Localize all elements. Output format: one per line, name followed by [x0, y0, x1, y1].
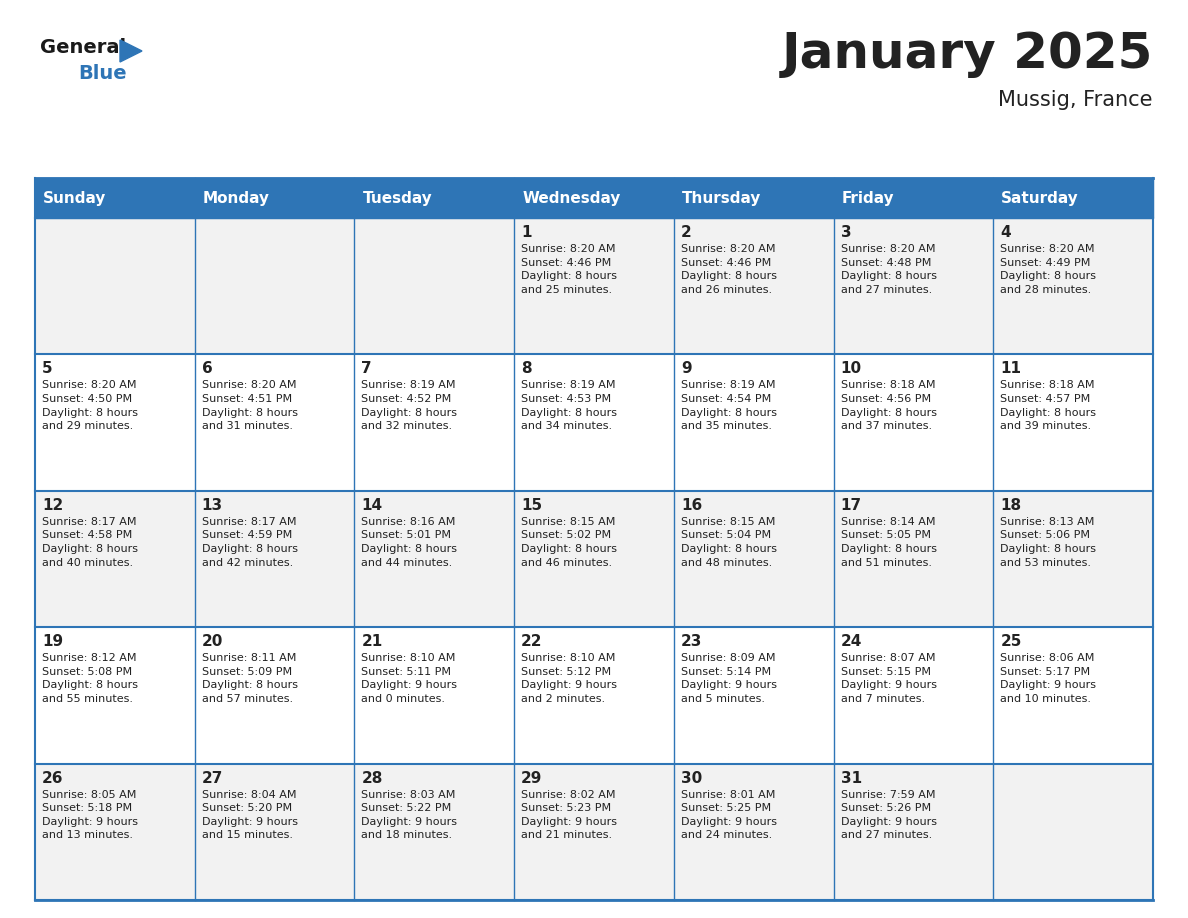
Text: Sunrise: 8:20 AM
Sunset: 4:49 PM
Daylight: 8 hours
and 28 minutes.: Sunrise: 8:20 AM Sunset: 4:49 PM Dayligh… — [1000, 244, 1097, 295]
Polygon shape — [120, 40, 143, 62]
Bar — [674, 178, 834, 218]
Text: 30: 30 — [681, 770, 702, 786]
Text: Sunrise: 8:13 AM
Sunset: 5:06 PM
Daylight: 8 hours
and 53 minutes.: Sunrise: 8:13 AM Sunset: 5:06 PM Dayligh… — [1000, 517, 1097, 567]
Bar — [34, 354, 1154, 491]
Text: 18: 18 — [1000, 498, 1022, 513]
Text: Sunrise: 8:07 AM
Sunset: 5:15 PM
Daylight: 9 hours
and 7 minutes.: Sunrise: 8:07 AM Sunset: 5:15 PM Dayligh… — [841, 654, 936, 704]
Text: 19: 19 — [42, 634, 63, 649]
Text: 16: 16 — [681, 498, 702, 513]
Text: Sunrise: 8:19 AM
Sunset: 4:54 PM
Daylight: 8 hours
and 35 minutes.: Sunrise: 8:19 AM Sunset: 4:54 PM Dayligh… — [681, 380, 777, 431]
Text: Sunrise: 8:09 AM
Sunset: 5:14 PM
Daylight: 9 hours
and 5 minutes.: Sunrise: 8:09 AM Sunset: 5:14 PM Dayligh… — [681, 654, 777, 704]
Text: 21: 21 — [361, 634, 383, 649]
Text: 27: 27 — [202, 770, 223, 786]
Text: 29: 29 — [522, 770, 543, 786]
Text: 6: 6 — [202, 362, 213, 376]
Text: 14: 14 — [361, 498, 383, 513]
Text: 24: 24 — [841, 634, 862, 649]
Text: Sunrise: 8:12 AM
Sunset: 5:08 PM
Daylight: 8 hours
and 55 minutes.: Sunrise: 8:12 AM Sunset: 5:08 PM Dayligh… — [42, 654, 138, 704]
Text: 9: 9 — [681, 362, 691, 376]
Text: Sunrise: 8:19 AM
Sunset: 4:52 PM
Daylight: 8 hours
and 32 minutes.: Sunrise: 8:19 AM Sunset: 4:52 PM Dayligh… — [361, 380, 457, 431]
Text: 31: 31 — [841, 770, 861, 786]
Text: Sunrise: 8:03 AM
Sunset: 5:22 PM
Daylight: 9 hours
and 18 minutes.: Sunrise: 8:03 AM Sunset: 5:22 PM Dayligh… — [361, 789, 457, 840]
Text: 4: 4 — [1000, 225, 1011, 240]
Bar — [834, 178, 993, 218]
Text: Sunrise: 7:59 AM
Sunset: 5:26 PM
Daylight: 9 hours
and 27 minutes.: Sunrise: 7:59 AM Sunset: 5:26 PM Dayligh… — [841, 789, 936, 840]
Text: Sunrise: 8:20 AM
Sunset: 4:46 PM
Daylight: 8 hours
and 25 minutes.: Sunrise: 8:20 AM Sunset: 4:46 PM Dayligh… — [522, 244, 617, 295]
Text: Sunrise: 8:05 AM
Sunset: 5:18 PM
Daylight: 9 hours
and 13 minutes.: Sunrise: 8:05 AM Sunset: 5:18 PM Dayligh… — [42, 789, 138, 840]
Text: Saturday: Saturday — [1001, 191, 1079, 206]
Text: Sunrise: 8:19 AM
Sunset: 4:53 PM
Daylight: 8 hours
and 34 minutes.: Sunrise: 8:19 AM Sunset: 4:53 PM Dayligh… — [522, 380, 617, 431]
Text: Sunrise: 8:10 AM
Sunset: 5:12 PM
Daylight: 9 hours
and 2 minutes.: Sunrise: 8:10 AM Sunset: 5:12 PM Dayligh… — [522, 654, 617, 704]
Bar — [195, 178, 354, 218]
Text: Sunrise: 8:14 AM
Sunset: 5:05 PM
Daylight: 8 hours
and 51 minutes.: Sunrise: 8:14 AM Sunset: 5:05 PM Dayligh… — [841, 517, 936, 567]
Text: Sunrise: 8:16 AM
Sunset: 5:01 PM
Daylight: 8 hours
and 44 minutes.: Sunrise: 8:16 AM Sunset: 5:01 PM Dayligh… — [361, 517, 457, 567]
Bar — [34, 764, 1154, 900]
Bar — [514, 178, 674, 218]
Text: 1: 1 — [522, 225, 532, 240]
Text: Sunrise: 8:02 AM
Sunset: 5:23 PM
Daylight: 9 hours
and 21 minutes.: Sunrise: 8:02 AM Sunset: 5:23 PM Dayligh… — [522, 789, 617, 840]
Text: 2: 2 — [681, 225, 691, 240]
Text: Sunrise: 8:20 AM
Sunset: 4:48 PM
Daylight: 8 hours
and 27 minutes.: Sunrise: 8:20 AM Sunset: 4:48 PM Dayligh… — [841, 244, 936, 295]
Text: 26: 26 — [42, 770, 63, 786]
Bar — [34, 218, 1154, 354]
Text: Sunrise: 8:01 AM
Sunset: 5:25 PM
Daylight: 9 hours
and 24 minutes.: Sunrise: 8:01 AM Sunset: 5:25 PM Dayligh… — [681, 789, 777, 840]
Text: Sunrise: 8:11 AM
Sunset: 5:09 PM
Daylight: 8 hours
and 57 minutes.: Sunrise: 8:11 AM Sunset: 5:09 PM Dayligh… — [202, 654, 298, 704]
Text: Sunrise: 8:06 AM
Sunset: 5:17 PM
Daylight: 9 hours
and 10 minutes.: Sunrise: 8:06 AM Sunset: 5:17 PM Dayligh… — [1000, 654, 1097, 704]
Text: Sunrise: 8:17 AM
Sunset: 4:59 PM
Daylight: 8 hours
and 42 minutes.: Sunrise: 8:17 AM Sunset: 4:59 PM Dayligh… — [202, 517, 298, 567]
Bar — [34, 627, 1154, 764]
Text: 22: 22 — [522, 634, 543, 649]
Text: Thursday: Thursday — [682, 191, 762, 206]
Text: Sunrise: 8:04 AM
Sunset: 5:20 PM
Daylight: 9 hours
and 15 minutes.: Sunrise: 8:04 AM Sunset: 5:20 PM Dayligh… — [202, 789, 298, 840]
Text: 25: 25 — [1000, 634, 1022, 649]
Text: 8: 8 — [522, 362, 532, 376]
Text: Sunrise: 8:10 AM
Sunset: 5:11 PM
Daylight: 9 hours
and 0 minutes.: Sunrise: 8:10 AM Sunset: 5:11 PM Dayligh… — [361, 654, 457, 704]
Text: 10: 10 — [841, 362, 861, 376]
Text: Sunrise: 8:20 AM
Sunset: 4:51 PM
Daylight: 8 hours
and 31 minutes.: Sunrise: 8:20 AM Sunset: 4:51 PM Dayligh… — [202, 380, 298, 431]
Text: Sunrise: 8:15 AM
Sunset: 5:02 PM
Daylight: 8 hours
and 46 minutes.: Sunrise: 8:15 AM Sunset: 5:02 PM Dayligh… — [522, 517, 617, 567]
Text: Sunrise: 8:18 AM
Sunset: 4:56 PM
Daylight: 8 hours
and 37 minutes.: Sunrise: 8:18 AM Sunset: 4:56 PM Dayligh… — [841, 380, 936, 431]
Text: Mussig, France: Mussig, France — [998, 90, 1154, 110]
Bar — [354, 178, 514, 218]
Bar — [34, 178, 195, 218]
Text: 5: 5 — [42, 362, 52, 376]
Text: 17: 17 — [841, 498, 861, 513]
Text: General: General — [40, 38, 126, 57]
Text: 12: 12 — [42, 498, 63, 513]
Text: 23: 23 — [681, 634, 702, 649]
Text: 15: 15 — [522, 498, 542, 513]
Text: 3: 3 — [841, 225, 851, 240]
Text: Sunday: Sunday — [43, 191, 107, 206]
Text: Sunrise: 8:20 AM
Sunset: 4:50 PM
Daylight: 8 hours
and 29 minutes.: Sunrise: 8:20 AM Sunset: 4:50 PM Dayligh… — [42, 380, 138, 431]
Text: Monday: Monday — [203, 191, 270, 206]
Text: Sunrise: 8:15 AM
Sunset: 5:04 PM
Daylight: 8 hours
and 48 minutes.: Sunrise: 8:15 AM Sunset: 5:04 PM Dayligh… — [681, 517, 777, 567]
Bar — [993, 178, 1154, 218]
Text: 7: 7 — [361, 362, 372, 376]
Text: Sunrise: 8:18 AM
Sunset: 4:57 PM
Daylight: 8 hours
and 39 minutes.: Sunrise: 8:18 AM Sunset: 4:57 PM Dayligh… — [1000, 380, 1097, 431]
Text: Tuesday: Tuesday — [362, 191, 432, 206]
Text: Wednesday: Wednesday — [523, 191, 620, 206]
Text: 20: 20 — [202, 634, 223, 649]
Text: Blue: Blue — [78, 64, 127, 83]
Bar — [34, 491, 1154, 627]
Text: Sunrise: 8:20 AM
Sunset: 4:46 PM
Daylight: 8 hours
and 26 minutes.: Sunrise: 8:20 AM Sunset: 4:46 PM Dayligh… — [681, 244, 777, 295]
Text: 11: 11 — [1000, 362, 1022, 376]
Text: Friday: Friday — [841, 191, 895, 206]
Text: January 2025: January 2025 — [782, 30, 1154, 78]
Text: 13: 13 — [202, 498, 223, 513]
Text: 28: 28 — [361, 770, 383, 786]
Text: Sunrise: 8:17 AM
Sunset: 4:58 PM
Daylight: 8 hours
and 40 minutes.: Sunrise: 8:17 AM Sunset: 4:58 PM Dayligh… — [42, 517, 138, 567]
